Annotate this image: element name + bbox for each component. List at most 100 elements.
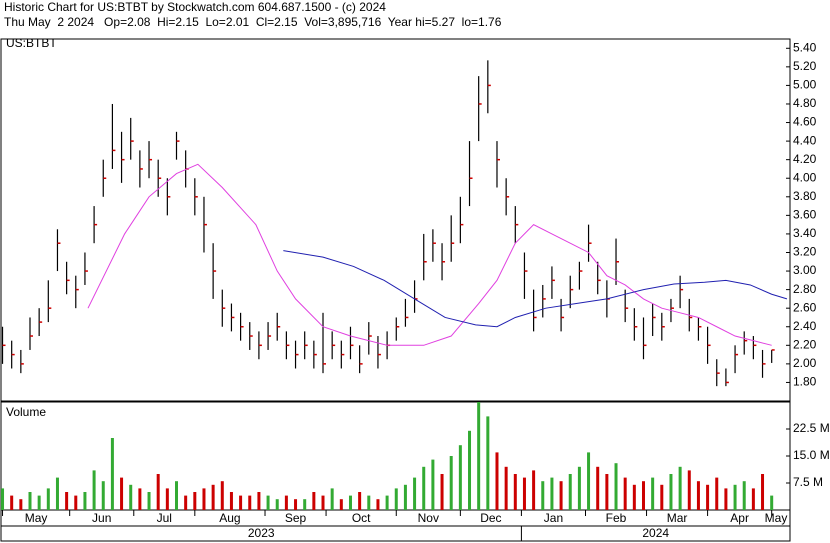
volume-bar (239, 495, 243, 510)
y-tick-label: 2.20 (793, 337, 817, 351)
year-label: 2023 (248, 526, 275, 540)
volume-bar (422, 466, 426, 510)
volume-bar (321, 495, 325, 510)
volume-bar (275, 499, 279, 510)
volume-bar (229, 492, 233, 510)
volume-bar (403, 484, 407, 510)
y-tick-label: 15.0 M (793, 448, 830, 462)
volume-bar (641, 481, 645, 510)
volume-bar (202, 488, 206, 510)
volume-bar (220, 481, 224, 510)
price-panel-title: US:BTBT (6, 36, 57, 50)
volume-bar (413, 477, 417, 510)
volume-bar (486, 416, 490, 510)
volume-bar (376, 499, 380, 510)
volume-bar (19, 499, 23, 510)
y-tick-label: 4.40 (793, 133, 817, 147)
volume-bar (513, 474, 517, 510)
header-line-2: Thu May 2 2024 Op=2.08 Hi=2.15 Lo=2.01 C… (4, 15, 502, 29)
x-tick-label: Jun (92, 511, 111, 525)
volume-bar (348, 495, 352, 510)
y-tick-label: 2.40 (793, 319, 817, 333)
y-tick-label: 2.80 (793, 282, 817, 296)
x-tick-label: Aug (219, 511, 240, 525)
volume-bar (339, 499, 343, 510)
year-label: 2024 (642, 526, 669, 540)
volume-bar (257, 492, 261, 510)
volume-bar (559, 481, 563, 510)
price-panel (0, 38, 791, 402)
x-tick-label: Nov (418, 511, 439, 525)
volume-bar (495, 452, 499, 510)
y-tick-label: 4.00 (793, 170, 817, 184)
volume-bar (504, 466, 508, 510)
x-tick-label: Jul (157, 511, 172, 525)
volume-bar (706, 484, 710, 510)
volume-bar (266, 495, 270, 510)
volume-bar (129, 484, 133, 510)
y-tick-label: 5.00 (793, 78, 817, 92)
volume-bar (156, 474, 160, 510)
volume-bar (55, 477, 59, 510)
volume-bar (175, 481, 179, 510)
volume-bar (550, 477, 554, 510)
volume-bar (385, 495, 389, 510)
volume-bar (120, 477, 124, 510)
volume-bar (110, 438, 114, 510)
y-tick-label: 3.60 (793, 208, 817, 222)
volume-bar (596, 466, 600, 510)
x-tick-label: May (25, 511, 48, 525)
x-tick-label: Apr (730, 511, 749, 525)
volume-bar (101, 481, 105, 510)
volume-bar (632, 484, 636, 510)
volume-bar (696, 481, 700, 510)
volume-bar (458, 445, 462, 510)
volume-bar (248, 495, 252, 510)
volume-bar (37, 495, 41, 510)
volume-bar (770, 495, 774, 510)
volume-bar (394, 488, 398, 510)
x-tick-label: Mar (667, 511, 688, 525)
volume-bar (147, 492, 151, 510)
volume-bar (678, 466, 682, 510)
volume-bar (330, 488, 334, 510)
y-tick-label: 3.40 (793, 226, 817, 240)
volume-bar (367, 495, 371, 510)
volume-bar (532, 470, 536, 510)
volume-bar (193, 492, 197, 510)
volume-bar (165, 488, 169, 510)
y-tick-label: 1.80 (793, 375, 817, 389)
y-tick-label: 5.20 (793, 59, 817, 73)
volume-bar (761, 474, 765, 510)
volume-bar (431, 459, 435, 510)
volume-bar (541, 481, 545, 510)
volume-bar (312, 492, 316, 510)
volume-bar (669, 474, 673, 510)
x-tick-label: Dec (480, 511, 501, 525)
x-tick-label: Jan (544, 511, 563, 525)
volume-bar (623, 477, 627, 510)
y-tick-label: 4.20 (793, 152, 817, 166)
volume-bar (65, 492, 69, 510)
y-tick-label: 3.20 (793, 245, 817, 259)
volume-bar (46, 488, 50, 510)
volume-bar (1, 488, 5, 510)
volume-bar (687, 470, 691, 510)
x-tick-label: May (765, 511, 788, 525)
volume-bar (358, 492, 362, 510)
y-tick-label: 4.80 (793, 96, 817, 110)
x-tick-label: Oct (352, 511, 371, 525)
volume-bar (660, 484, 664, 510)
volume-bar (211, 484, 215, 510)
volume-bar (284, 495, 288, 510)
y-tick-label: 2.60 (793, 300, 817, 314)
volume-bar (74, 495, 78, 510)
volume-bar (10, 495, 14, 510)
volume-bar (522, 477, 526, 510)
volume-bar (28, 492, 32, 510)
volume-bar (587, 452, 591, 510)
volume-bar (449, 456, 453, 510)
volume-bar (477, 402, 481, 510)
volume-bar (742, 481, 746, 510)
